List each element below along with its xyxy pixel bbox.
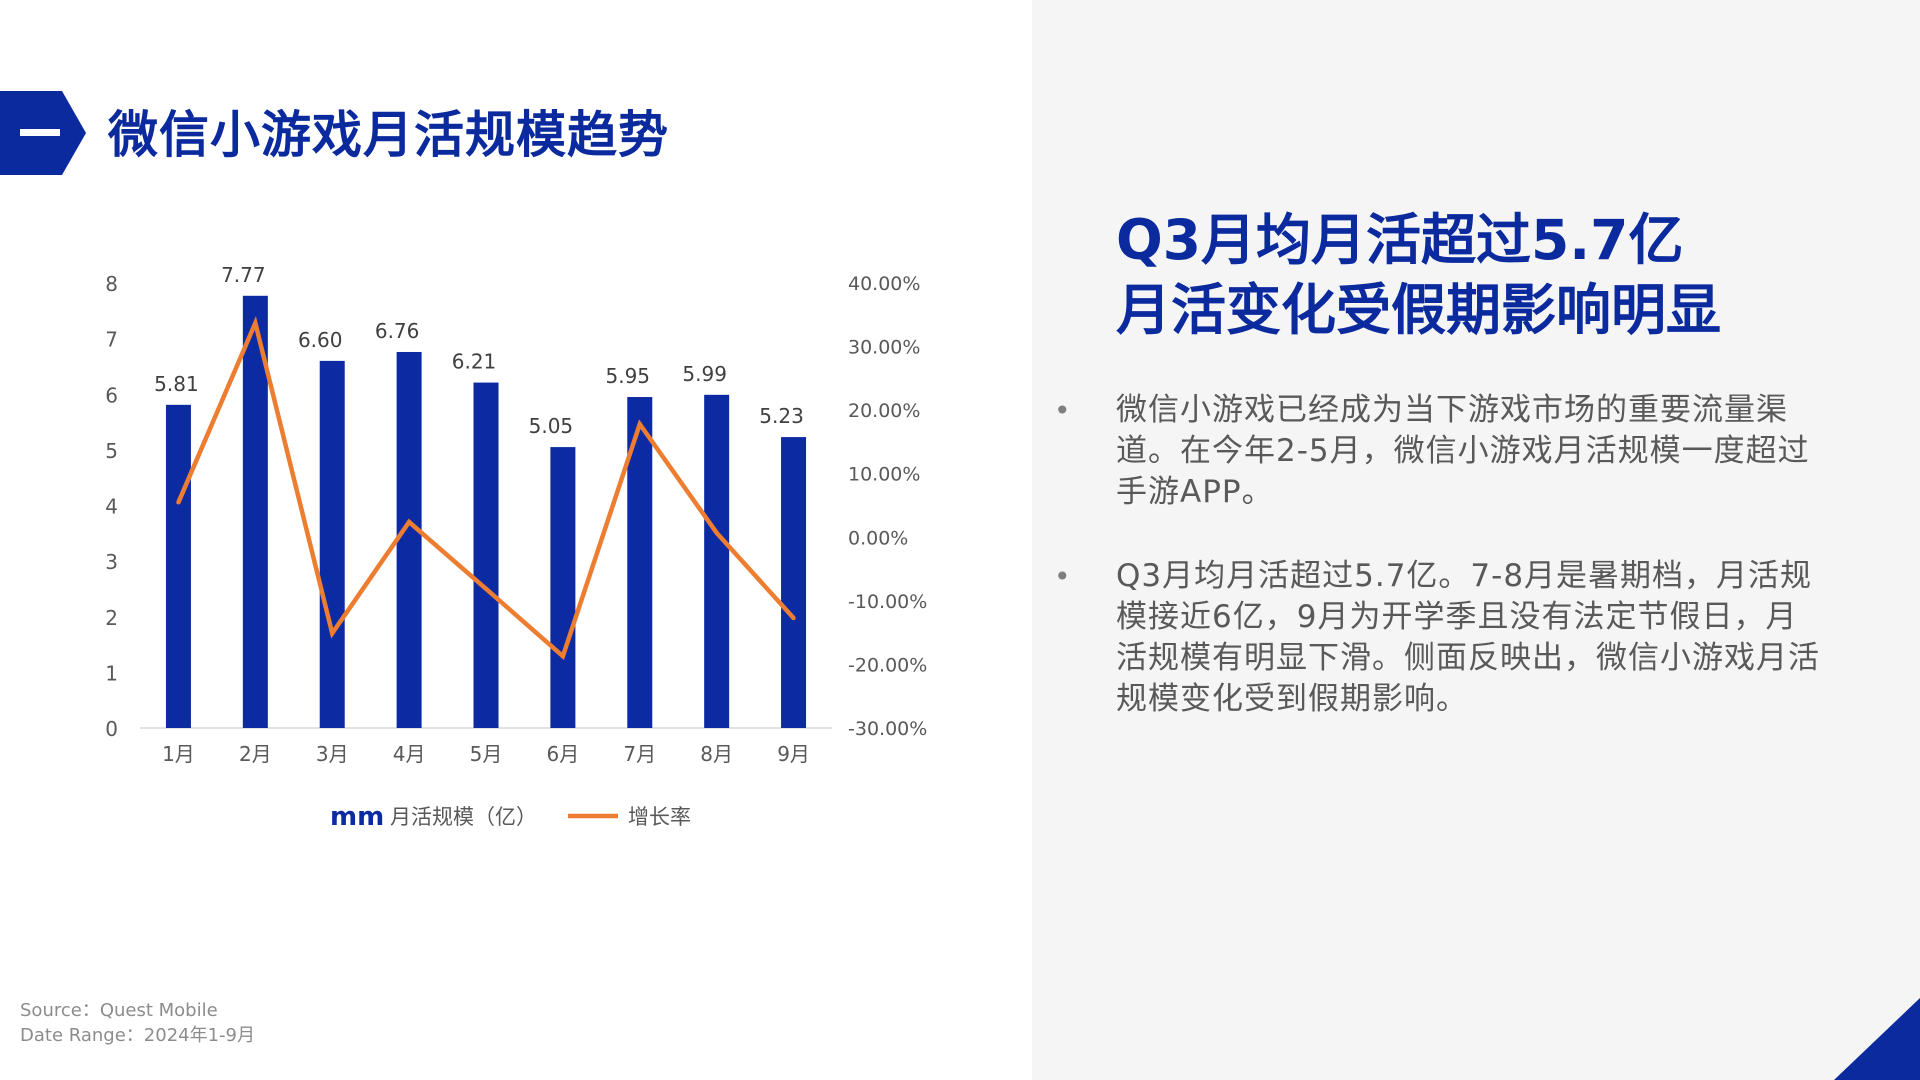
y-right-tick-label: -20.00% <box>848 654 927 676</box>
bar-2 <box>242 295 268 728</box>
y-left-tick-label: 7 <box>105 328 118 352</box>
bar-data-label: 5.05 <box>529 414 574 438</box>
source-note: Source：Quest Mobile Date Range：2024年1-9月 <box>20 998 255 1048</box>
y-left-tick-label: 0 <box>105 717 118 741</box>
bar-data-label: 5.95 <box>606 364 651 388</box>
y-right-tick-label: -30.00% <box>848 718 927 740</box>
bar-data-label: 5.81 <box>154 372 199 396</box>
y-left-tick-label: 6 <box>105 383 118 407</box>
growth-rate-point <box>637 421 642 427</box>
headline-line-1: Q3月均月活超过5.7亿 <box>1116 208 1684 272</box>
x-tick-label: 4月 <box>393 742 426 766</box>
bar-data-label: 7.77 <box>221 263 266 287</box>
x-tick-label: 9月 <box>777 742 810 766</box>
bar-9 <box>781 437 807 728</box>
bar-data-label: 6.21 <box>452 350 497 374</box>
headline: Q3月均月活超过5.7亿 月活变化受假期影响明显 <box>1116 205 1896 345</box>
bar-5 <box>473 382 499 728</box>
bullet-dot-icon: • <box>1054 560 1072 593</box>
legend-bar-marker-icon: mm <box>330 802 384 832</box>
corner-decoration-icon <box>1834 998 1920 1080</box>
bar-data-label: 5.23 <box>759 404 804 428</box>
legend-line-label: 增长率 <box>628 805 691 829</box>
growth-rate-point <box>176 500 181 505</box>
y-left-tick-label: 4 <box>105 495 118 519</box>
growth-rate-point <box>791 615 796 621</box>
page-title: 微信小游戏月活规模趋势 <box>108 106 669 164</box>
bar-8 <box>704 394 730 728</box>
x-tick-label: 5月 <box>470 742 503 766</box>
y-right-tick-label: 10.00% <box>848 464 920 486</box>
y-left-tick-label: 1 <box>105 661 118 685</box>
growth-rate-point <box>483 586 489 591</box>
bar-data-label: 6.76 <box>375 319 420 343</box>
chart: 0 1 2 3 4 5 6 7 8 -30.00% -20.00% -10.00% 0.00% 10.00… <box>105 263 927 832</box>
y-left-tick-label: 2 <box>105 606 118 630</box>
x-tick-label: 1月 <box>162 742 195 766</box>
right-panel <box>1032 0 1920 1080</box>
bar-data-label: 5.99 <box>682 362 727 386</box>
bullet-text-1: 微信小游戏已经成为当下游戏市场的重要流量渠道。在今年2-5月，微信小游戏月活规模… <box>1116 392 1810 510</box>
legend-bar-label: 月活规模（亿） <box>390 805 537 829</box>
bullet-dot-icon: • <box>1054 394 1072 427</box>
y-left-tick-label: 5 <box>105 439 118 463</box>
source-text: Source：Quest Mobile <box>20 1000 218 1021</box>
headline-line-2: 月活变化受假期影响明显 <box>1116 278 1722 342</box>
bullet-item-1: • 微信小游戏已经成为当下游戏市场的重要流量渠道。在今年2-5月，微信小游戏月活… <box>1054 390 1826 513</box>
bar-4 <box>396 351 422 728</box>
date-range-text: Date Range：2024年1-9月 <box>20 1025 256 1046</box>
x-tick-label: 3月 <box>316 742 349 766</box>
x-tick-label: 8月 <box>700 742 733 766</box>
growth-rate-point <box>714 530 719 536</box>
bullet-item-2: • Q3月均月活超过5.7亿。7-8月是暑期档，月活规模接近6亿，9月为开学季且… <box>1054 556 1826 720</box>
x-tick-label: 2月 <box>239 742 272 766</box>
y-left-tick-label: 8 <box>105 272 118 296</box>
growth-rate-point <box>560 653 566 659</box>
growth-rate-point <box>330 631 335 636</box>
y-right-tick-label: 0.00% <box>848 527 908 549</box>
title-tab-icon <box>0 91 86 175</box>
y-right-tick-label: 40.00% <box>848 273 920 295</box>
x-tick-label: 6月 <box>547 742 580 766</box>
bullet-text-2: Q3月均月活超过5.7亿。7-8月是暑期档，月活规模接近6亿，9月为开学季且没有… <box>1116 558 1820 717</box>
y-right-tick-label: 20.00% <box>848 400 920 422</box>
growth-rate-point <box>253 320 258 326</box>
bar-6 <box>550 447 576 728</box>
growth-rate-point <box>406 519 412 525</box>
bar-1 <box>165 404 191 728</box>
y-right-tick-label: 30.00% <box>848 337 920 359</box>
y-right-tick-label: -10.00% <box>848 591 927 613</box>
y-left-tick-label: 3 <box>105 550 118 574</box>
x-tick-label: 7月 <box>623 742 656 766</box>
bar-data-label: 6.60 <box>298 328 343 352</box>
bar-3 <box>319 360 345 728</box>
